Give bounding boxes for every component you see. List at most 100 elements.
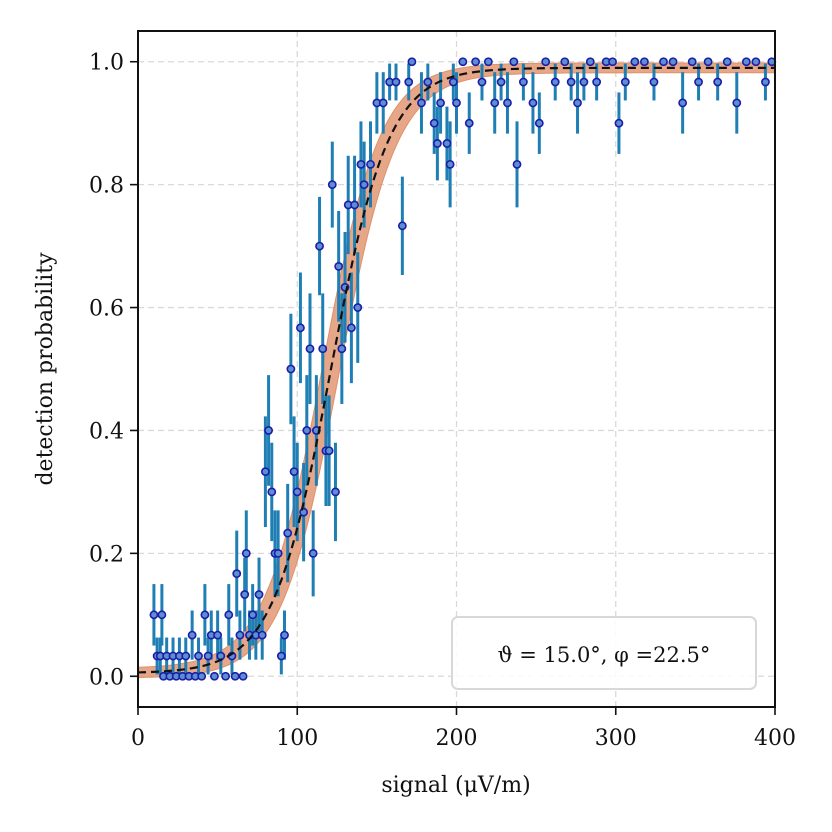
data-point xyxy=(337,344,347,354)
data-point xyxy=(353,303,363,312)
data-point xyxy=(566,77,576,87)
data-point xyxy=(614,118,624,128)
ticks-layer: 0 100 200 300 400 0.0 0.2 0.4 0.6 0.8 1.0 xyxy=(89,51,796,751)
data-point xyxy=(391,77,401,87)
points-layer xyxy=(149,57,777,681)
data-point xyxy=(187,630,197,640)
data-point xyxy=(254,590,264,599)
data-point xyxy=(324,446,334,456)
data-point xyxy=(608,57,617,67)
data-point xyxy=(458,57,468,67)
data-point xyxy=(713,77,723,87)
data-point xyxy=(221,671,230,681)
data-point xyxy=(241,548,251,558)
data-point xyxy=(560,57,570,67)
data-point xyxy=(490,98,500,108)
data-point xyxy=(649,77,659,87)
data-point xyxy=(585,57,595,67)
data-point xyxy=(149,610,159,620)
data-point xyxy=(592,77,602,87)
data-point xyxy=(445,159,455,169)
data-point xyxy=(417,98,426,108)
y-tick-label: 0.4 xyxy=(89,419,124,444)
data-point xyxy=(216,651,226,661)
data-point xyxy=(289,467,299,477)
data-point xyxy=(366,159,375,169)
data-point xyxy=(432,139,442,148)
data-point xyxy=(404,77,414,87)
data-point xyxy=(436,98,445,108)
data-point xyxy=(579,77,589,87)
data-point xyxy=(512,159,522,169)
data-point xyxy=(620,77,630,87)
data-point xyxy=(534,118,544,128)
data-point xyxy=(640,57,649,67)
data-point xyxy=(302,426,312,435)
data-point xyxy=(397,221,407,231)
data-point xyxy=(518,77,528,87)
data-point xyxy=(315,241,324,251)
x-tick-label: 0 xyxy=(131,726,145,751)
data-point xyxy=(464,118,474,128)
data-point xyxy=(722,57,732,67)
y-tick-label: 0.2 xyxy=(89,542,124,567)
data-point xyxy=(429,118,439,128)
data-point xyxy=(181,651,191,661)
data-point xyxy=(327,180,337,190)
data-point xyxy=(157,610,167,620)
data-point xyxy=(550,77,560,87)
data-point xyxy=(200,610,210,620)
data-point xyxy=(210,671,219,681)
data-point xyxy=(260,467,270,477)
data-point xyxy=(452,98,461,108)
data-point xyxy=(232,569,242,579)
data-point xyxy=(541,57,551,67)
data-point xyxy=(350,200,359,210)
data-point xyxy=(334,261,344,271)
y-tick-label: 1.0 xyxy=(89,51,124,76)
data-point xyxy=(751,57,761,67)
x-tick-label: 400 xyxy=(754,726,796,751)
x-tick-label: 200 xyxy=(436,726,478,751)
data-point xyxy=(248,610,258,620)
data-point xyxy=(678,98,688,108)
data-point xyxy=(240,590,250,599)
data-point xyxy=(296,323,305,333)
y-tick-label: 0.8 xyxy=(89,174,124,199)
x-axis-label: signal (μV/m) xyxy=(381,773,530,798)
data-point xyxy=(280,630,289,640)
data-point xyxy=(356,159,366,169)
data-point xyxy=(286,364,296,374)
legend: ϑ = 15.0°, φ =22.5° xyxy=(451,616,757,690)
data-point xyxy=(276,651,286,661)
data-point xyxy=(732,98,742,108)
data-point xyxy=(503,98,512,108)
y-tick-label: 0.0 xyxy=(89,665,124,690)
data-point xyxy=(292,487,302,497)
data-point xyxy=(687,57,697,67)
data-point xyxy=(203,651,213,661)
data-point xyxy=(346,323,356,333)
data-point xyxy=(483,57,493,67)
data-point xyxy=(448,77,458,87)
data-point xyxy=(299,507,309,517)
x-tick-label: 100 xyxy=(276,726,318,751)
data-point xyxy=(213,630,223,640)
data-point xyxy=(273,548,283,558)
data-point xyxy=(761,77,770,87)
data-point xyxy=(528,98,538,108)
data-point xyxy=(318,344,328,354)
data-point xyxy=(359,180,369,190)
fit-line xyxy=(137,66,776,674)
y-tick-label: 0.6 xyxy=(89,297,124,322)
data-point xyxy=(264,426,273,435)
data-point xyxy=(378,98,388,108)
data-point xyxy=(496,77,506,87)
data-point xyxy=(694,77,703,87)
data-point xyxy=(230,671,240,681)
data-point xyxy=(741,57,751,67)
data-point xyxy=(235,630,245,640)
fit-line-layer xyxy=(137,66,776,674)
data-point xyxy=(471,57,481,67)
